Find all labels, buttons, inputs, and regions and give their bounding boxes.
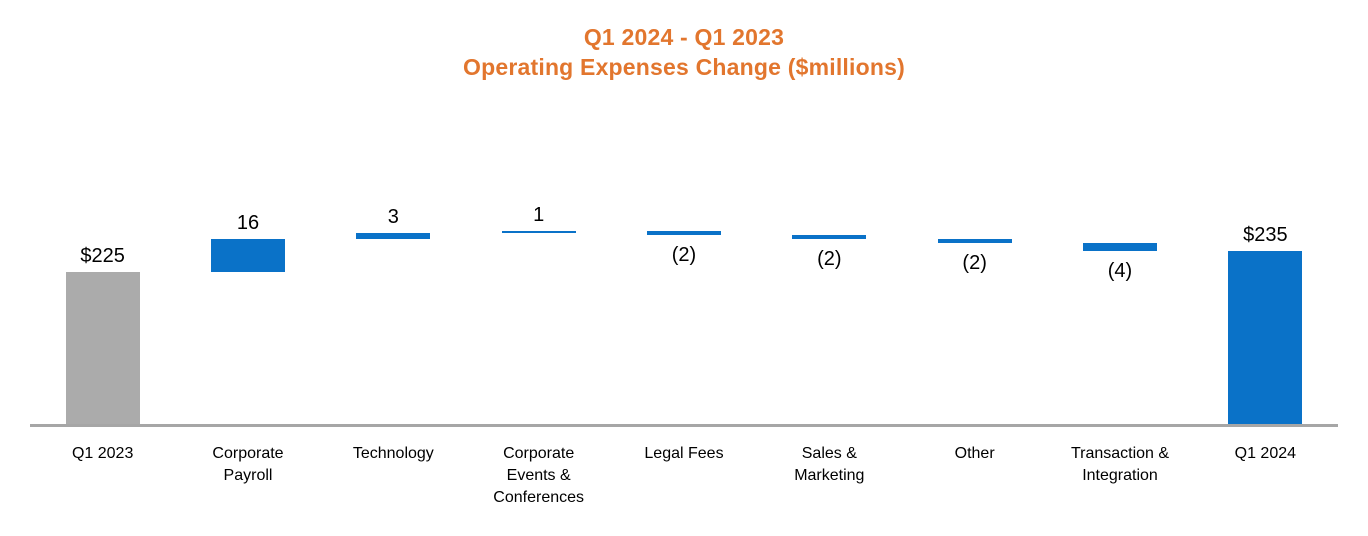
category-label-line: Conferences bbox=[493, 489, 585, 506]
category-label-q1-2023: Q1 2023 bbox=[28, 443, 178, 465]
category-label-line: Transaction & bbox=[1070, 445, 1170, 462]
value-label-corporate-payroll: 16 bbox=[236, 212, 260, 235]
category-label-line: Technology bbox=[352, 445, 434, 462]
category-label-line: Events & bbox=[506, 467, 571, 484]
category-label-line: Integration bbox=[1082, 467, 1158, 484]
waterfall-bar-technology bbox=[356, 233, 431, 240]
category-label-line: Other bbox=[954, 445, 995, 462]
category-label-line: Corporate bbox=[212, 445, 284, 462]
x-axis-line bbox=[30, 424, 1338, 427]
waterfall-bar-q1-2023 bbox=[65, 271, 140, 424]
waterfall-bar-other bbox=[937, 239, 1012, 244]
category-label-line: Legal Fees bbox=[644, 445, 724, 462]
chart-title-line2: Operating Expenses Change ($millions) bbox=[463, 54, 905, 80]
waterfall-bar-legal-fees bbox=[647, 231, 721, 236]
value-label-technology: 3 bbox=[387, 206, 399, 229]
category-label-other: Other bbox=[900, 443, 1050, 465]
waterfall-bar-corporate-events-conferences bbox=[501, 231, 576, 234]
value-label-other: (2) bbox=[962, 252, 987, 275]
waterfall-bar-q1-2024 bbox=[1228, 251, 1303, 424]
value-label-q1-2023: $225 bbox=[80, 244, 125, 267]
value-label-sales-marketing: (2) bbox=[817, 248, 842, 271]
category-label-line: Payroll bbox=[223, 467, 273, 484]
value-label-transaction-integration: (4) bbox=[1107, 260, 1133, 283]
chart-title: Q1 2024 - Q1 2023 Operating Expenses Cha… bbox=[0, 22, 1368, 82]
category-label-transaction-integration: Transaction & Integration bbox=[1045, 443, 1195, 487]
category-label-line: Q1 2023 bbox=[71, 445, 134, 462]
waterfall-bar-corporate-payroll bbox=[211, 239, 285, 272]
category-label-corporate-payroll: Corporate Payroll bbox=[173, 443, 323, 487]
waterfall-bar-transaction-integration bbox=[1083, 243, 1157, 252]
category-label-technology: Technology bbox=[318, 443, 468, 465]
category-label-q1-2024: Q1 2024 bbox=[1190, 443, 1340, 465]
waterfall-bar-sales-marketing bbox=[792, 235, 867, 240]
value-label-q1-2024: $235 bbox=[1243, 224, 1288, 247]
category-label-corporate-events-conferences: Corporate Events & Conferences bbox=[464, 443, 614, 509]
category-label-line: Marketing bbox=[794, 467, 865, 484]
chart-title-line1: Q1 2024 - Q1 2023 bbox=[583, 24, 785, 50]
value-label-legal-fees: (2) bbox=[671, 244, 697, 267]
value-label-corporate-events-conferences: 1 bbox=[533, 204, 545, 227]
category-label-line: Q1 2024 bbox=[1234, 445, 1297, 462]
category-label-legal-fees: Legal Fees bbox=[609, 443, 759, 465]
category-label-sales-marketing: Sales & Marketing bbox=[754, 443, 904, 487]
category-label-line: Sales & bbox=[801, 445, 857, 462]
category-label-line: Corporate bbox=[503, 445, 575, 462]
